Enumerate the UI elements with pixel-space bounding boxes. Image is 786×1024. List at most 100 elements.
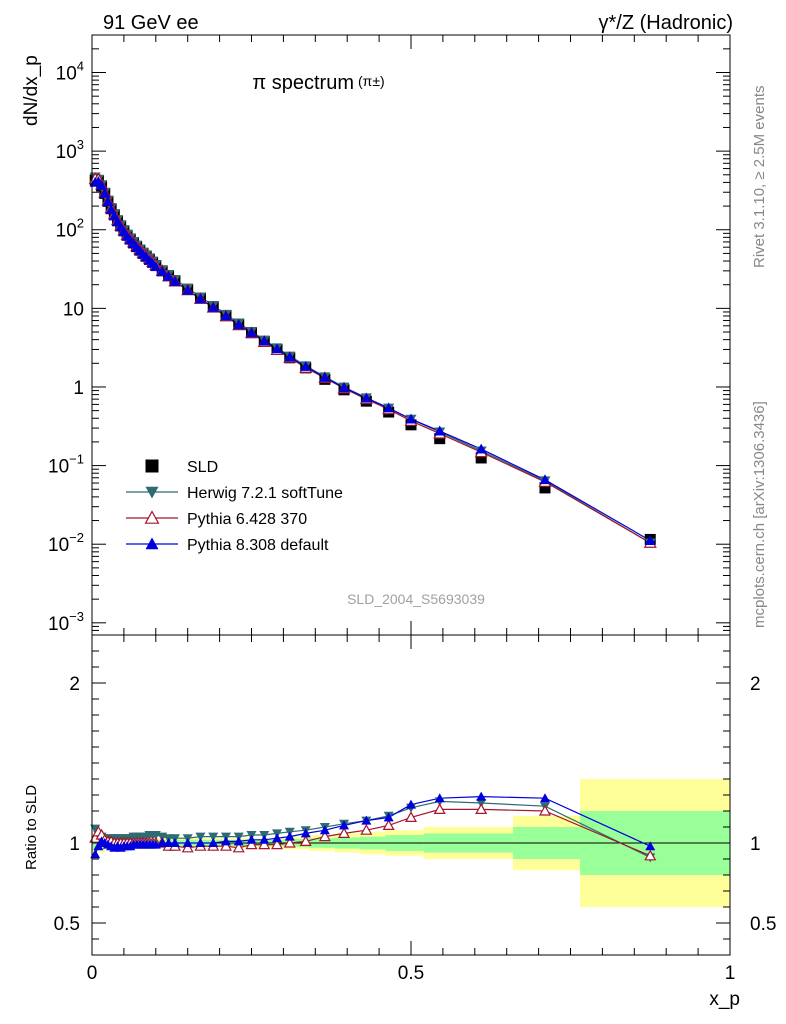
legend-entry: Pythia 6.428 370 (126, 510, 307, 528)
legend-label: Pythia 8.308 default (187, 537, 329, 554)
ratio-data-point (272, 833, 283, 843)
ratio-data-point (299, 835, 312, 846)
plot-title: π spectrum (252, 72, 354, 94)
main-y-tick-label: 104 (56, 59, 84, 85)
data-point (539, 474, 551, 485)
legend-label: SLD (187, 459, 218, 476)
ratio-data-point (538, 804, 551, 816)
legend-entry: SLD (145, 459, 218, 476)
main-y-tick-label: 1 (73, 378, 84, 399)
legend-marker (145, 537, 159, 550)
ratio-data-point (220, 836, 231, 846)
ratio-y-axis-label: Ratio to SLD (23, 785, 40, 870)
ratio-data-point (271, 838, 284, 850)
data-point (102, 196, 114, 207)
data-point (475, 443, 487, 454)
ratio-data-point (337, 827, 351, 838)
ratio-data-point (93, 841, 104, 851)
data-point (360, 392, 372, 403)
ratio-y-tick-label: 1 (69, 834, 80, 855)
data-point (96, 180, 108, 190)
legend-marker (145, 459, 159, 473)
data-point (220, 310, 232, 321)
ratio-data-point (283, 836, 296, 848)
ratio-data-point (182, 838, 193, 847)
data-point (271, 343, 283, 354)
data-point (169, 275, 181, 286)
ratio-data-point (383, 812, 394, 822)
ratio-data-point (208, 832, 219, 842)
ratio-data-point (195, 838, 206, 847)
plot-title-subscript: (π±) (358, 73, 385, 89)
ratio-data-point (319, 825, 330, 835)
ratio-data-point (433, 803, 446, 814)
ratio-data-point (339, 820, 350, 830)
main-series-markers (89, 176, 656, 546)
ratio-data-point (258, 838, 271, 850)
ratio-frame (91, 634, 731, 956)
main-y-tick-label: 10−3 (48, 609, 84, 635)
legend-marker (145, 486, 159, 499)
data-point (182, 284, 194, 295)
side-label-bottom: mcplots.cern.ch [arXiv:1306.3436] (751, 401, 768, 628)
ratio-data-point (539, 793, 550, 803)
data-point (475, 452, 487, 464)
ratio-y-tick-label: 2 (69, 674, 80, 695)
ratio-y-tick-label-right: 2 (750, 674, 761, 695)
ratio-data-point (232, 841, 245, 853)
data-point (194, 293, 206, 304)
data-point (383, 402, 395, 413)
data-point (207, 301, 219, 312)
ratio-panel: 0.5 0.5 1 1 2 2 0 0.5 1 Ratio to SLD x_p (23, 634, 776, 1010)
data-point (156, 265, 168, 276)
data-point (338, 382, 350, 393)
main-y-tick-label: 102 (56, 216, 84, 242)
ratio-data-point (645, 841, 656, 851)
side-label-top: Rivet 3.1.10, ≥ 2.5M events (751, 86, 768, 269)
ratio-series-markers (90, 791, 656, 859)
watermark: SLD_2004_S5693039 (347, 591, 485, 607)
x-tick-label: 0.5 (398, 963, 424, 984)
ratio-data-point (195, 832, 206, 842)
data-point (246, 327, 257, 338)
main-panel: 10−3 10−2 10−1 1 10 102 103 104 π spectrum (π±)… (21, 34, 731, 636)
legend-entry: Herwig 7.2.1 softTune (126, 485, 343, 502)
ratio-data-point (318, 830, 331, 842)
data-point (539, 482, 551, 494)
legend-label: Herwig 7.2.1 softTune (187, 485, 343, 502)
legend-label: Pythia 6.428 370 (187, 511, 307, 528)
data-point (300, 361, 312, 371)
ratio-data-point (360, 823, 373, 835)
data-point (434, 433, 446, 445)
main-y-tick-label: 10 (63, 299, 84, 320)
data-point (644, 535, 656, 546)
data-point (99, 187, 111, 198)
ratio-data-point (90, 849, 101, 859)
ratio-data-point (300, 828, 311, 838)
ratio-data-point (246, 834, 257, 844)
ratio-data-point (163, 838, 174, 847)
data-point (233, 319, 245, 330)
ratio-plot-area: 0.5 0.5 1 1 2 2 0 0.5 1 (54, 634, 776, 984)
ratio-data-point (169, 838, 180, 847)
ratio-data-point (208, 838, 219, 847)
ratio-data-point (476, 791, 487, 801)
ratio-data-point (475, 803, 488, 814)
main-y-tick-label: 103 (56, 137, 84, 163)
header-right-label: γ*/Z (Hadronic) (599, 12, 733, 34)
ratio-data-point (245, 838, 258, 850)
header-left-label: 91 GeV ee (103, 12, 199, 34)
ratio-data-point (382, 819, 395, 830)
ratio-y-tick-label-right: 1 (750, 834, 761, 855)
data-point (434, 425, 446, 436)
main-plot-area: 10−3 10−2 10−1 1 10 102 103 104 (48, 34, 731, 636)
ratio-y-tick-label-right: 0.5 (750, 914, 776, 935)
ratio-data-point (259, 834, 270, 844)
data-point (258, 335, 270, 346)
ratio-data-point (361, 815, 372, 825)
ratio-data-point (219, 839, 232, 851)
legend-marker (144, 510, 160, 524)
ratio-y-tick-label: 0.5 (54, 914, 80, 935)
x-tick-label: 0 (87, 963, 98, 984)
main-y-tick-label: 10−2 (48, 530, 84, 556)
